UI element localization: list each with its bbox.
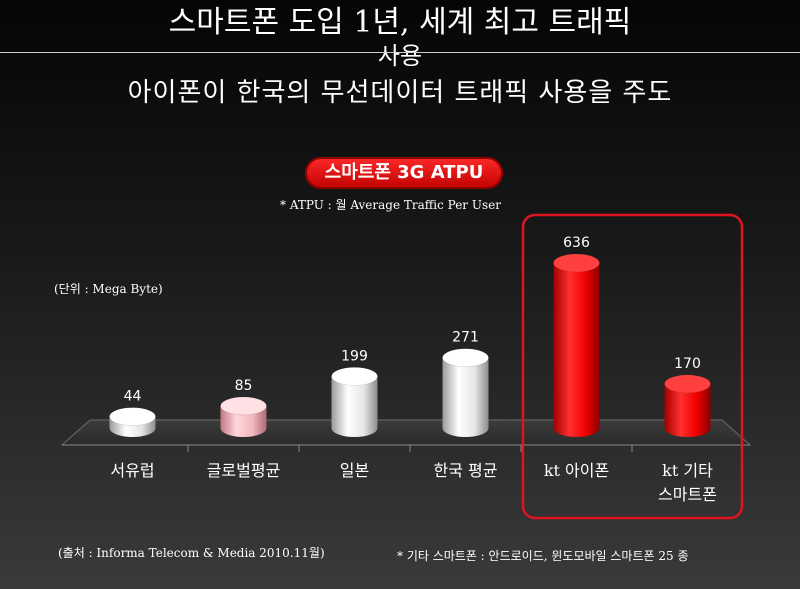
title-line-1-wrap: 사용 <box>377 42 423 70</box>
category-label: 서유럽 <box>110 461 154 480</box>
category-label: 한국 평균 <box>434 461 498 480</box>
value-label: 636 <box>563 235 590 251</box>
highlight-box <box>521 213 744 520</box>
bar-1 <box>220 396 267 437</box>
bar-5 <box>664 374 711 437</box>
category-label: kt 아이폰 <box>544 461 609 480</box>
bar-body <box>331 376 378 437</box>
title-line-1: 스마트폰 도입 1년, 세계 최고 트래픽 <box>168 5 632 40</box>
bar-2 <box>331 367 378 437</box>
bar-body <box>442 357 489 437</box>
value-label: 170 <box>674 356 701 372</box>
category-label: kt 기타 <box>662 461 713 480</box>
bar-body <box>553 263 600 437</box>
bar-4 <box>553 253 600 437</box>
bar-cap <box>109 407 156 426</box>
value-label: 199 <box>341 348 368 364</box>
category-label: 일본 <box>340 461 369 480</box>
value-label: 44 <box>124 389 142 405</box>
chart-floor <box>60 419 752 446</box>
atpu-note: * ATPU : 월 Average Traffic Per User <box>280 198 501 212</box>
bar-3 <box>442 348 489 437</box>
bar-cap <box>553 253 600 273</box>
bar-0 <box>109 407 156 437</box>
value-label: 271 <box>452 330 479 346</box>
category-label: 스마트폰 <box>658 485 717 504</box>
title-divider <box>0 52 800 53</box>
bar-cap <box>220 396 267 416</box>
unit-label: (단위 : Mega Byte) <box>54 282 163 296</box>
bar-cap <box>442 348 489 367</box>
category-label: 글로벌평균 <box>207 461 281 480</box>
bar-cap <box>331 367 378 386</box>
bar-body <box>664 383 711 437</box>
bar-cap <box>664 374 711 394</box>
source-note: (출처 : Informa Telecom & Media 2010.11월) <box>58 546 325 560</box>
value-label: 85 <box>235 378 253 394</box>
title-line-2: 아이폰이 한국의 무선데이터 트래픽 사용을 주도 <box>127 78 673 108</box>
footnote: * 기타 스마트폰 : 안드로이드, 윈도모바일 스마트폰 25 종 <box>397 549 689 563</box>
chart-badge: 스마트폰 3G ATPU <box>305 157 503 189</box>
